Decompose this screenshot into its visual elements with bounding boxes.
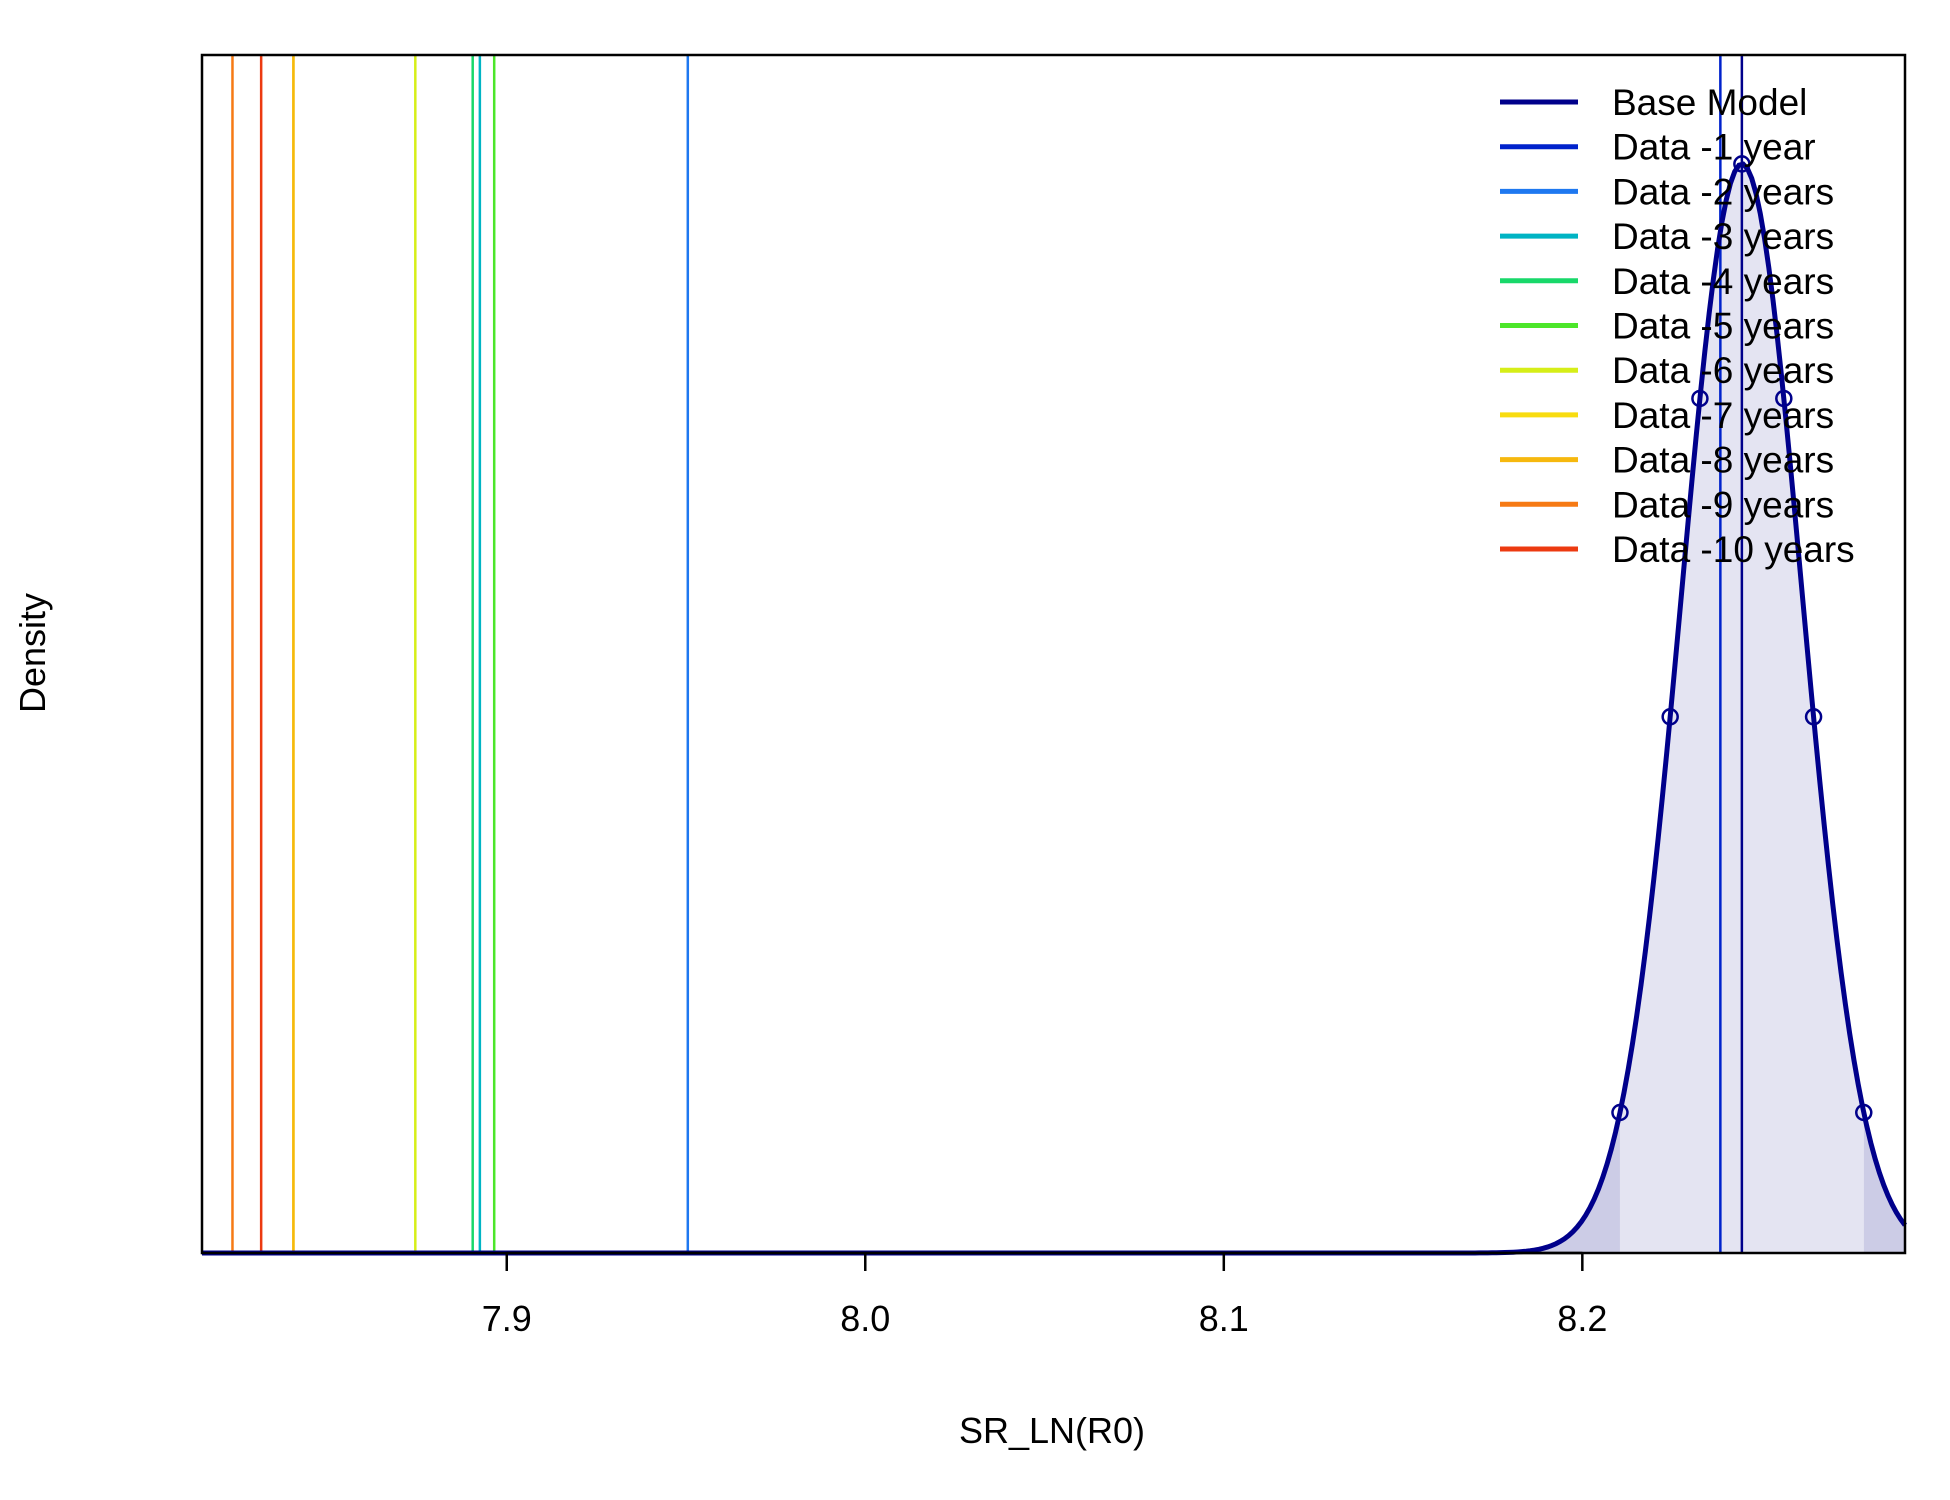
x-tick-label: 8.0 — [840, 1298, 890, 1339]
legend-label: Data -1 year — [1612, 127, 1816, 168]
y-axis-label: Density — [12, 593, 53, 713]
density-tail-fill-right — [1863, 1112, 1905, 1253]
x-axis-label: SR_LN(R0) — [959, 1410, 1145, 1451]
legend-label: Data -5 years — [1612, 306, 1834, 347]
density-quantile-point — [1733, 155, 1751, 173]
legend-label: Data -6 years — [1612, 350, 1834, 391]
legend-label: Data -8 years — [1612, 440, 1834, 481]
legend-label: Data -9 years — [1612, 484, 1834, 525]
x-axis: 7.9 8.0 8.1 8.2 — [482, 1251, 1607, 1339]
legend-label: Data -7 years — [1612, 395, 1834, 436]
legend-label: Data -10 years — [1612, 529, 1855, 570]
plot-area — [200, 53, 1908, 1256]
x-tick-label: 7.9 — [482, 1298, 532, 1339]
legend-label: Data -4 years — [1612, 261, 1834, 302]
density-quantile-point — [1855, 1103, 1873, 1122]
density-quantile-point — [1775, 389, 1793, 408]
x-tick-label: 8.2 — [1557, 1298, 1607, 1339]
x-tick-label: 8.1 — [1199, 1298, 1249, 1339]
legend-label: Data -3 years — [1612, 216, 1834, 257]
density-quantile-point — [1804, 708, 1823, 726]
density-quantile-point — [1691, 389, 1709, 408]
density-quantile-point — [1611, 1103, 1629, 1122]
legend-label: Data -2 years — [1612, 171, 1834, 212]
legend-label: Base Model — [1612, 82, 1807, 123]
density-quantile-point — [1661, 708, 1679, 726]
